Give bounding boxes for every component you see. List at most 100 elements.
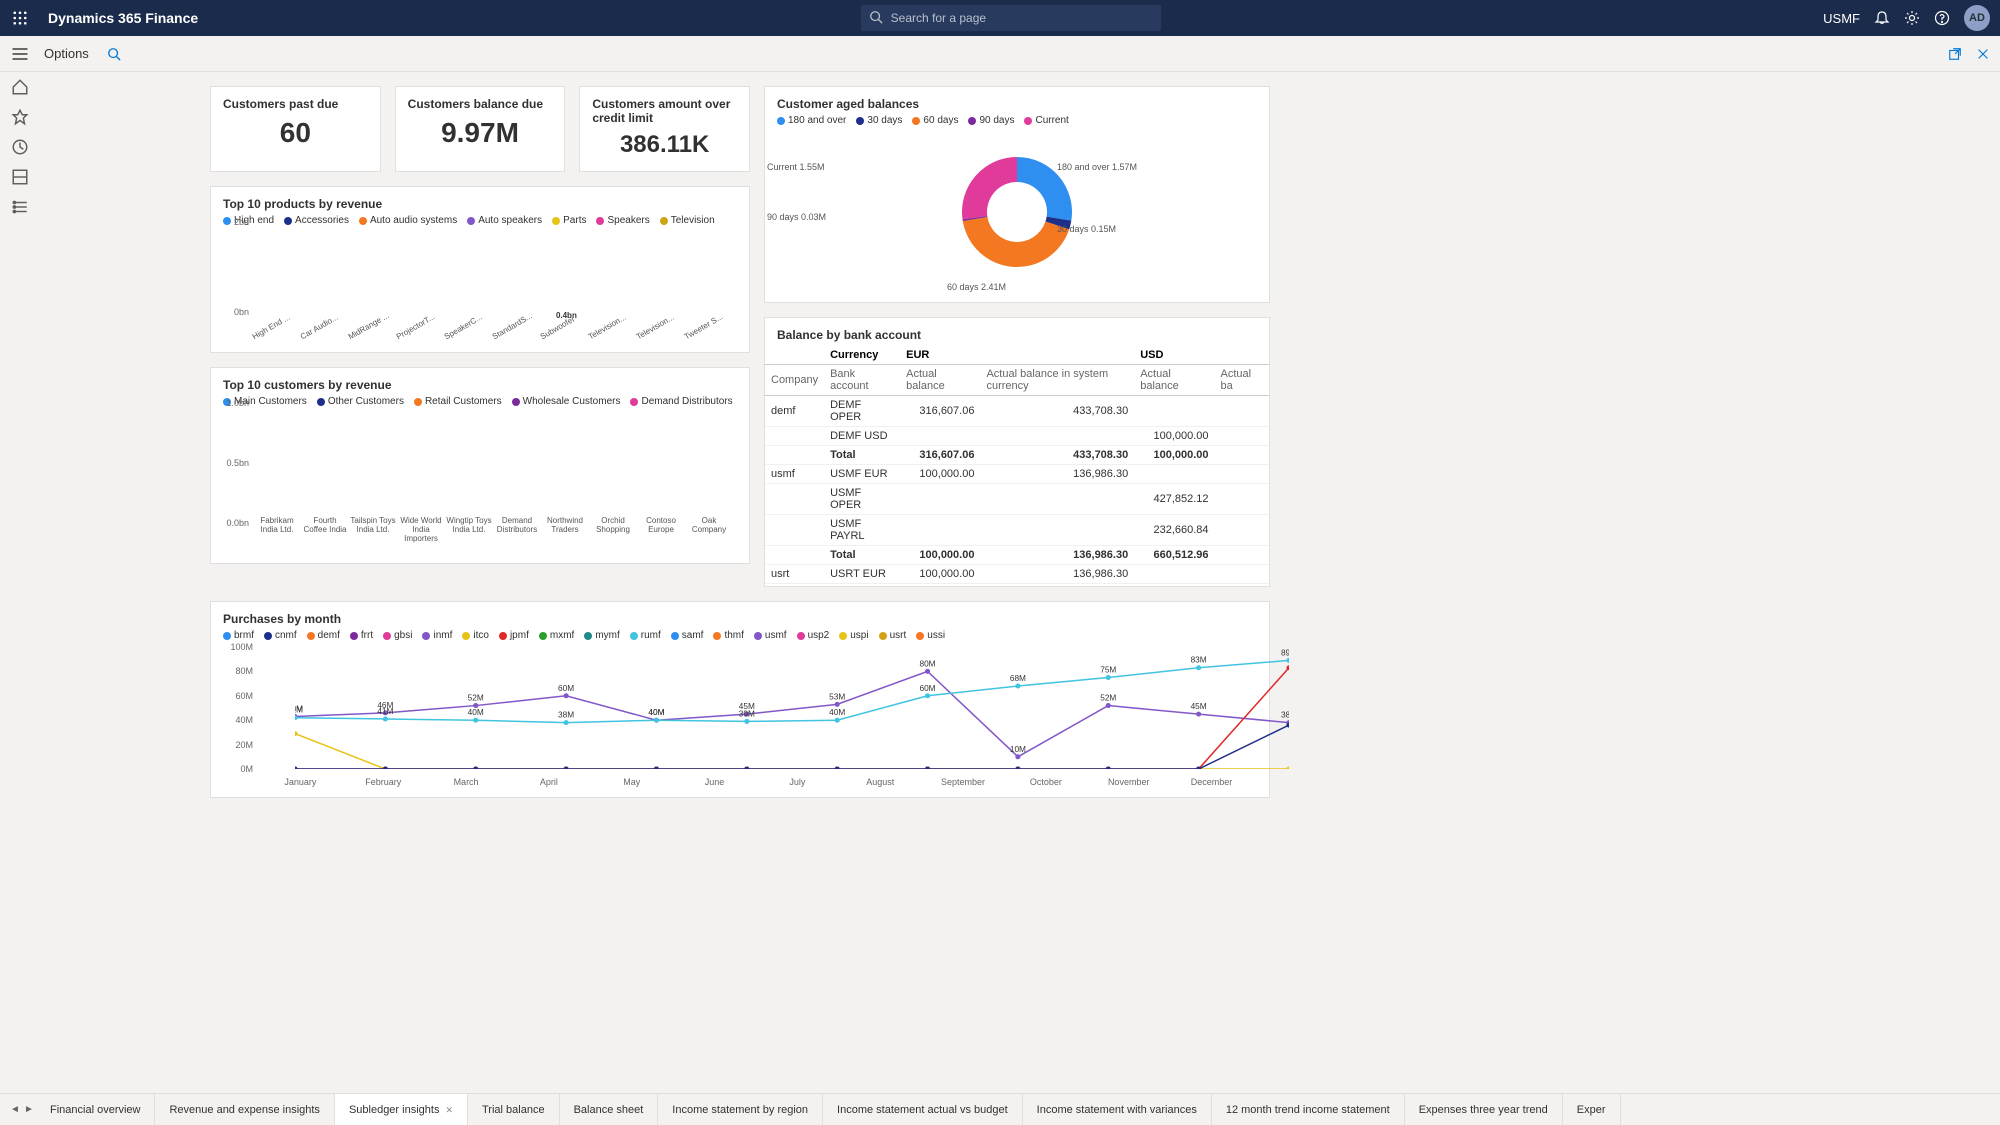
data-point[interactable]	[564, 720, 569, 725]
kpi-card[interactable]: Customers amount over credit limit386.11…	[579, 86, 750, 172]
data-point[interactable]	[925, 693, 930, 698]
legend-item[interactable]: usmf	[754, 630, 787, 641]
data-point[interactable]	[564, 693, 569, 698]
workspace-tab[interactable]: Income statement by region	[658, 1094, 823, 1125]
workspace-tab[interactable]: 12 month trend income statement	[1212, 1094, 1405, 1125]
data-point[interactable]	[1015, 767, 1020, 770]
options-menu[interactable]: Options	[44, 46, 89, 61]
line-series[interactable]	[295, 725, 1289, 769]
table-row[interactable]: demfDEMF OPER316,607.06433,708.30	[765, 396, 1269, 427]
table-row[interactable]: Total100,000.00136,986.30660,512.96	[765, 546, 1269, 565]
legend-item[interactable]: Wholesale Customers	[512, 396, 621, 407]
legend-item[interactable]: jpmf	[499, 630, 529, 641]
popout-icon[interactable]	[1948, 47, 1962, 61]
data-point[interactable]	[835, 767, 840, 770]
purchases-line-chart[interactable]: 0M20M40M60M80M100M43M46M52M60M40M45M53M8…	[223, 647, 1257, 787]
favorites-icon[interactable]	[11, 108, 29, 126]
data-point[interactable]	[295, 731, 298, 736]
table-row[interactable]: Total316,607.06433,708.30100,000.00	[765, 446, 1269, 465]
legend-item[interactable]: Demand Distributors	[630, 396, 732, 407]
data-point[interactable]	[1196, 665, 1201, 670]
workspace-tab[interactable]: Income statement actual vs budget	[823, 1094, 1023, 1125]
line-series[interactable]	[295, 671, 1289, 756]
data-point[interactable]	[654, 767, 659, 770]
data-point[interactable]	[564, 767, 569, 770]
tab-scroll-left-icon[interactable]: ◄	[8, 1104, 22, 1115]
workspace-tab[interactable]: Financial overview	[36, 1094, 155, 1125]
table-row[interactable]: USMF PAYRL232,660.84	[765, 515, 1269, 546]
legend-item[interactable]: Parts	[552, 215, 586, 226]
data-point[interactable]	[295, 767, 298, 770]
legend-item[interactable]: uspi	[839, 630, 868, 641]
kpi-card[interactable]: Customers balance due9.97M	[395, 86, 566, 172]
table-row[interactable]: usmfUSMF EUR100,000.00136,986.30	[765, 465, 1269, 484]
legend-item[interactable]: rumf	[630, 630, 661, 641]
settings-icon[interactable]	[1904, 10, 1920, 26]
workspace-tab[interactable]: Income statement with variances	[1023, 1094, 1212, 1125]
table-row[interactable]: USMF OPER427,852.12	[765, 484, 1269, 515]
legend-item[interactable]: ussi	[916, 630, 945, 641]
donut-slice[interactable]	[963, 217, 1069, 267]
legend-item[interactable]: demf	[307, 630, 340, 641]
legend-item[interactable]: cnmf	[264, 630, 297, 641]
legend-item[interactable]: gbsi	[383, 630, 412, 641]
data-point[interactable]	[473, 718, 478, 723]
legend-item[interactable]: itco	[462, 630, 489, 641]
hamburger-icon[interactable]	[10, 44, 30, 64]
table-row[interactable]: USRT OPER161,775.71	[765, 584, 1269, 587]
workspace-tab[interactable]: Balance sheet	[560, 1094, 659, 1125]
data-point[interactable]	[1286, 767, 1289, 770]
legend-item[interactable]: 180 and over	[777, 115, 846, 126]
data-point[interactable]	[744, 767, 749, 770]
products-bar-chart[interactable]: 0bn2bn2.7bn0.4bnHigh End ...Car Audio...…	[223, 232, 737, 342]
line-series[interactable]	[295, 668, 1289, 769]
data-point[interactable]	[835, 702, 840, 707]
table-row[interactable]: usrtUSRT EUR100,000.00136,986.30	[765, 565, 1269, 584]
workspace-tab[interactable]: Revenue and expense insights	[155, 1094, 334, 1125]
legend-item[interactable]: Speakers	[596, 215, 649, 226]
table-row[interactable]: DEMF USD100,000.00	[765, 427, 1269, 446]
home-icon[interactable]	[11, 78, 29, 96]
line-series[interactable]	[295, 660, 1289, 722]
legend-item[interactable]: 30 days	[856, 115, 902, 126]
legend-item[interactable]: 60 days	[912, 115, 958, 126]
data-point[interactable]	[925, 669, 930, 674]
legend-item[interactable]: 90 days	[968, 115, 1014, 126]
data-point[interactable]	[1106, 767, 1111, 770]
workspace-icon[interactable]	[11, 168, 29, 186]
tab-scroll-right-icon[interactable]: ►	[22, 1104, 36, 1115]
customers-bar-chart[interactable]: 0.0bn0.5bn1.0bn0.71bn0.79bn0.96bn0.16bn0…	[223, 413, 737, 553]
workspace-tab[interactable]: Trial balance	[468, 1094, 560, 1125]
legend-item[interactable]: Television	[660, 215, 715, 226]
close-icon[interactable]	[1976, 47, 1990, 61]
legend-item[interactable]: mymf	[584, 630, 619, 641]
data-point[interactable]	[473, 703, 478, 708]
legend-item[interactable]: Accessories	[284, 215, 349, 226]
data-point[interactable]	[744, 719, 749, 724]
data-point[interactable]	[1015, 754, 1020, 759]
page-search-icon[interactable]	[107, 47, 121, 61]
legend-item[interactable]: thmf	[713, 630, 743, 641]
kpi-card[interactable]: Customers past due60	[210, 86, 381, 172]
legend-item[interactable]: Current	[1024, 115, 1068, 126]
data-point[interactable]	[383, 716, 388, 721]
recent-icon[interactable]	[11, 138, 29, 156]
legend-item[interactable]: Auto speakers	[467, 215, 542, 226]
modules-icon[interactable]	[11, 198, 29, 216]
data-point[interactable]	[1286, 658, 1289, 663]
data-point[interactable]	[383, 767, 388, 770]
user-avatar[interactable]: AD	[1964, 5, 1990, 31]
data-point[interactable]	[925, 767, 930, 770]
balance-table[interactable]: CurrencyEURUSDCompanyBank accountActual …	[765, 346, 1269, 586]
data-point[interactable]	[1015, 684, 1020, 689]
data-point[interactable]	[473, 767, 478, 770]
legend-item[interactable]: usrt	[879, 630, 907, 641]
line-series[interactable]	[295, 734, 1289, 769]
workspace-tab[interactable]: Exper	[1563, 1094, 1621, 1125]
app-launcher-icon[interactable]	[10, 8, 30, 28]
company-code[interactable]: USMF	[1823, 11, 1860, 26]
legend-item[interactable]: usp2	[797, 630, 830, 641]
close-icon[interactable]: ✕	[445, 1105, 453, 1116]
legend-item[interactable]: Other Customers	[317, 396, 404, 407]
legend-item[interactable]: inmf	[422, 630, 452, 641]
